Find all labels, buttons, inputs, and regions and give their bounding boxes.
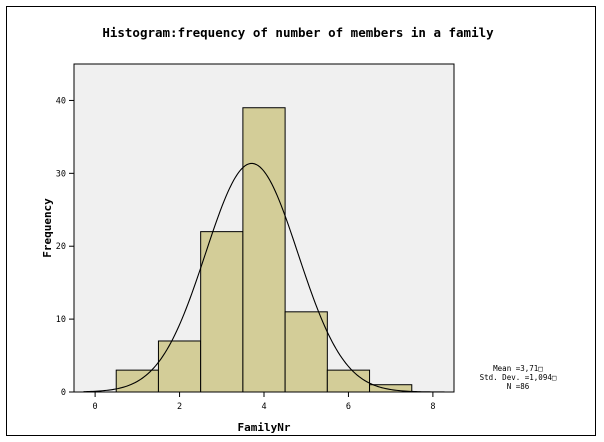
bars-group [115, 107, 413, 393]
x-axis-label: FamilyNr [238, 421, 291, 434]
normal-curve [83, 162, 445, 393]
x-tick-label: 2 [177, 402, 182, 412]
x-tick-label: 8 [430, 402, 435, 412]
y-tick-label: 40 [56, 96, 66, 106]
x-axis-ticks: 0 2 4 6 8 [93, 392, 435, 412]
histogram-bar-5 [284, 311, 328, 393]
stats-sd: Std. Dev. =1,094□ [480, 373, 557, 382]
y-tick-label: 10 [56, 315, 66, 325]
y-tick-label: 0 [61, 388, 66, 398]
histogram-bar-3 [200, 231, 244, 393]
y-tick-label: 30 [56, 169, 66, 179]
histogram-bar-4 [242, 107, 286, 393]
x-tick-label: 4 [261, 402, 266, 412]
histogram-bar-7 [369, 384, 413, 393]
chart-title: Histogram:frequency of number of members… [102, 25, 494, 40]
stats-n: N =86 [507, 382, 530, 391]
x-tick-label: 6 [346, 402, 351, 412]
stats-mean: Mean =3,71□ [493, 364, 543, 373]
y-axis-ticks: 0 10 20 30 40 [56, 96, 74, 398]
histogram-bar-6 [326, 369, 371, 393]
x-tick-label: 0 [93, 402, 98, 412]
histogram-bar-2 [157, 340, 202, 393]
y-axis-label: Frequency [41, 198, 54, 258]
y-tick-label: 20 [56, 242, 66, 252]
